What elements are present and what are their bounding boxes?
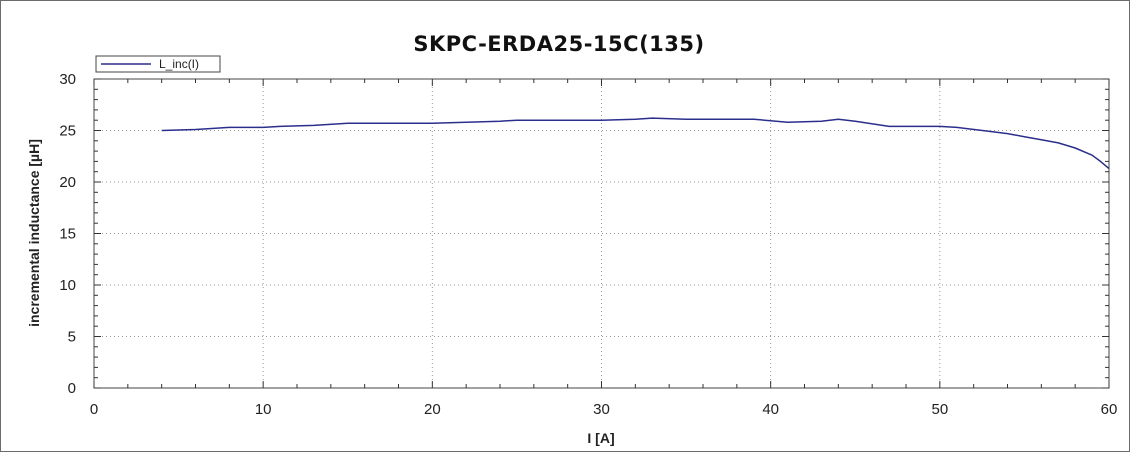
y-tick-label: 0 <box>68 380 76 397</box>
axis-ticks: 0 10 20 30 40 50 60 0 5 10 15 20 25 30 <box>59 71 1117 418</box>
y-tick-label: 20 <box>59 174 76 191</box>
y-tick-label: 15 <box>59 226 76 243</box>
legend-box <box>95 55 221 73</box>
legend-label: L_inc(I) <box>159 57 199 71</box>
x-tick-label: 30 <box>593 401 610 418</box>
series-line <box>161 117 1110 170</box>
y-tick-label: 10 <box>59 277 76 294</box>
x-tick-label: 50 <box>931 401 948 418</box>
y-tick-label: 25 <box>59 123 76 140</box>
x-tick-label: 60 <box>1101 401 1118 418</box>
x-tick-label: 10 <box>255 401 272 418</box>
plot-area <box>93 78 1110 389</box>
y-axis-title: incremental inductance [µH] <box>26 139 42 327</box>
x-tick-label: 20 <box>424 401 441 418</box>
x-tick-label: 40 <box>762 401 779 418</box>
y-tick-label: 30 <box>59 71 76 88</box>
legend: L_inc(I) <box>95 55 221 73</box>
series-layer <box>161 117 1110 170</box>
x-tick-label: 0 <box>90 401 98 418</box>
y-tick-label: 5 <box>68 329 76 346</box>
chart-title: SKPC-ERDA25-15C(135) <box>413 32 704 56</box>
x-axis-title: I [A] <box>587 430 614 446</box>
